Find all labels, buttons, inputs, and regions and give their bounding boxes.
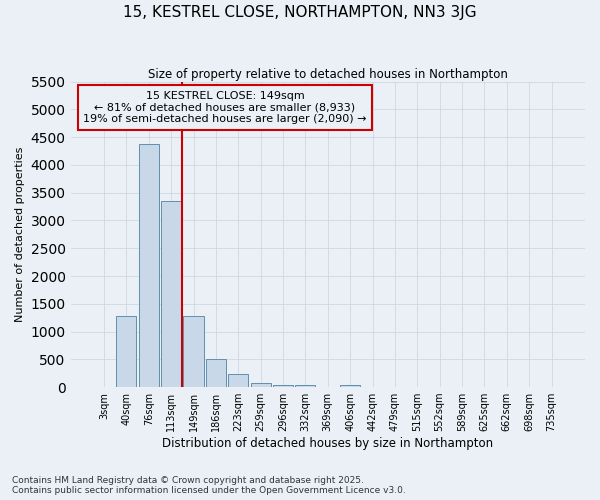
Bar bbox=[340, 386, 360, 387]
Bar bbox=[161, 201, 181, 387]
Title: Size of property relative to detached houses in Northampton: Size of property relative to detached ho… bbox=[148, 68, 508, 80]
Bar bbox=[295, 386, 316, 387]
Y-axis label: Number of detached properties: Number of detached properties bbox=[15, 146, 25, 322]
Text: 15, KESTREL CLOSE, NORTHAMPTON, NN3 3JG: 15, KESTREL CLOSE, NORTHAMPTON, NN3 3JG bbox=[123, 5, 477, 20]
Bar bbox=[228, 374, 248, 387]
X-axis label: Distribution of detached houses by size in Northampton: Distribution of detached houses by size … bbox=[162, 437, 493, 450]
Bar bbox=[206, 360, 226, 387]
Text: Contains HM Land Registry data © Crown copyright and database right 2025.
Contai: Contains HM Land Registry data © Crown c… bbox=[12, 476, 406, 495]
Bar bbox=[273, 385, 293, 387]
Text: 15 KESTREL CLOSE: 149sqm
← 81% of detached houses are smaller (8,933)
19% of sem: 15 KESTREL CLOSE: 149sqm ← 81% of detach… bbox=[83, 91, 367, 124]
Bar bbox=[184, 316, 203, 387]
Bar bbox=[139, 144, 159, 387]
Bar bbox=[116, 316, 136, 387]
Bar bbox=[251, 382, 271, 387]
